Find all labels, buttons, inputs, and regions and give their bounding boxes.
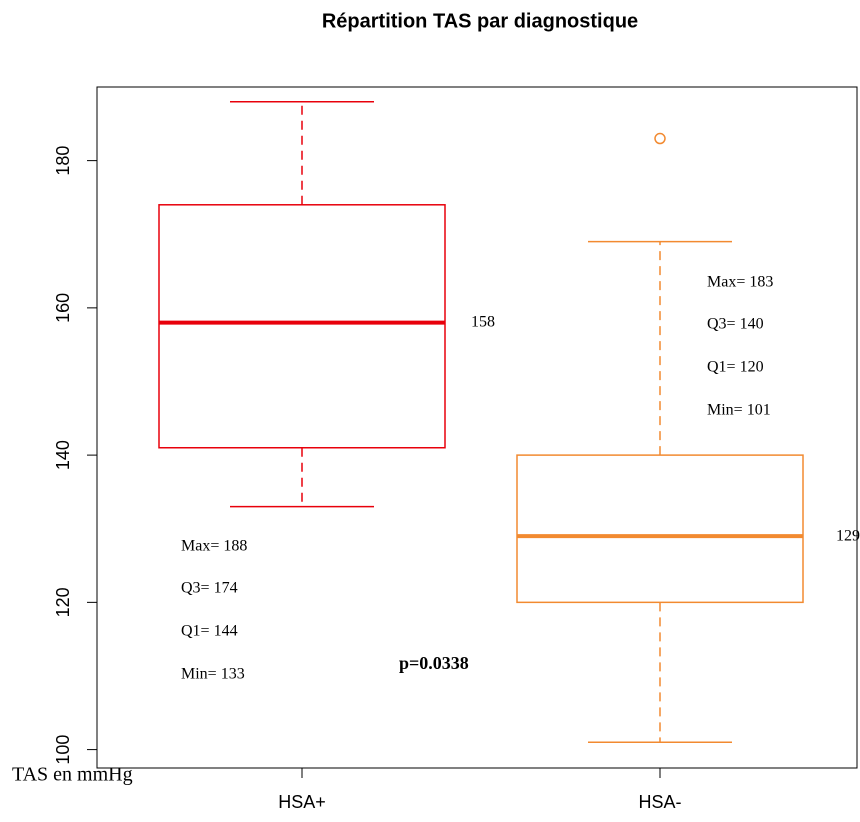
annotation: Q1= 144 bbox=[181, 623, 238, 640]
annotation: 129 bbox=[836, 528, 860, 545]
chart-title: Répartition TAS par diagnostique bbox=[322, 10, 638, 32]
annotation: Q1= 120 bbox=[707, 359, 764, 376]
x-tick-label: HSA- bbox=[638, 792, 681, 812]
annotation: Q3= 140 bbox=[707, 316, 764, 333]
x-tick-label: HSA+ bbox=[278, 792, 326, 812]
y-tick-label: 180 bbox=[53, 146, 73, 176]
plot-frame bbox=[96, 86, 858, 769]
y-tick-label: 140 bbox=[53, 440, 73, 470]
annotation: Max= 188 bbox=[181, 538, 247, 555]
annotation: 158 bbox=[471, 314, 495, 331]
y-tick-label: 160 bbox=[53, 293, 73, 323]
y-tick-label: 120 bbox=[53, 587, 73, 617]
box bbox=[516, 454, 804, 604]
y-tick-label: 100 bbox=[53, 735, 73, 765]
annotation: Min= 101 bbox=[707, 402, 771, 419]
y-axis-label: TAS en mmHg bbox=[12, 764, 133, 786]
outlier bbox=[654, 132, 666, 145]
p-value: p=0.0338 bbox=[399, 653, 469, 673]
box bbox=[158, 204, 446, 449]
annotation: Q3= 174 bbox=[181, 580, 238, 597]
annotation: Max= 183 bbox=[707, 274, 773, 291]
annotation: Min= 133 bbox=[181, 666, 245, 683]
